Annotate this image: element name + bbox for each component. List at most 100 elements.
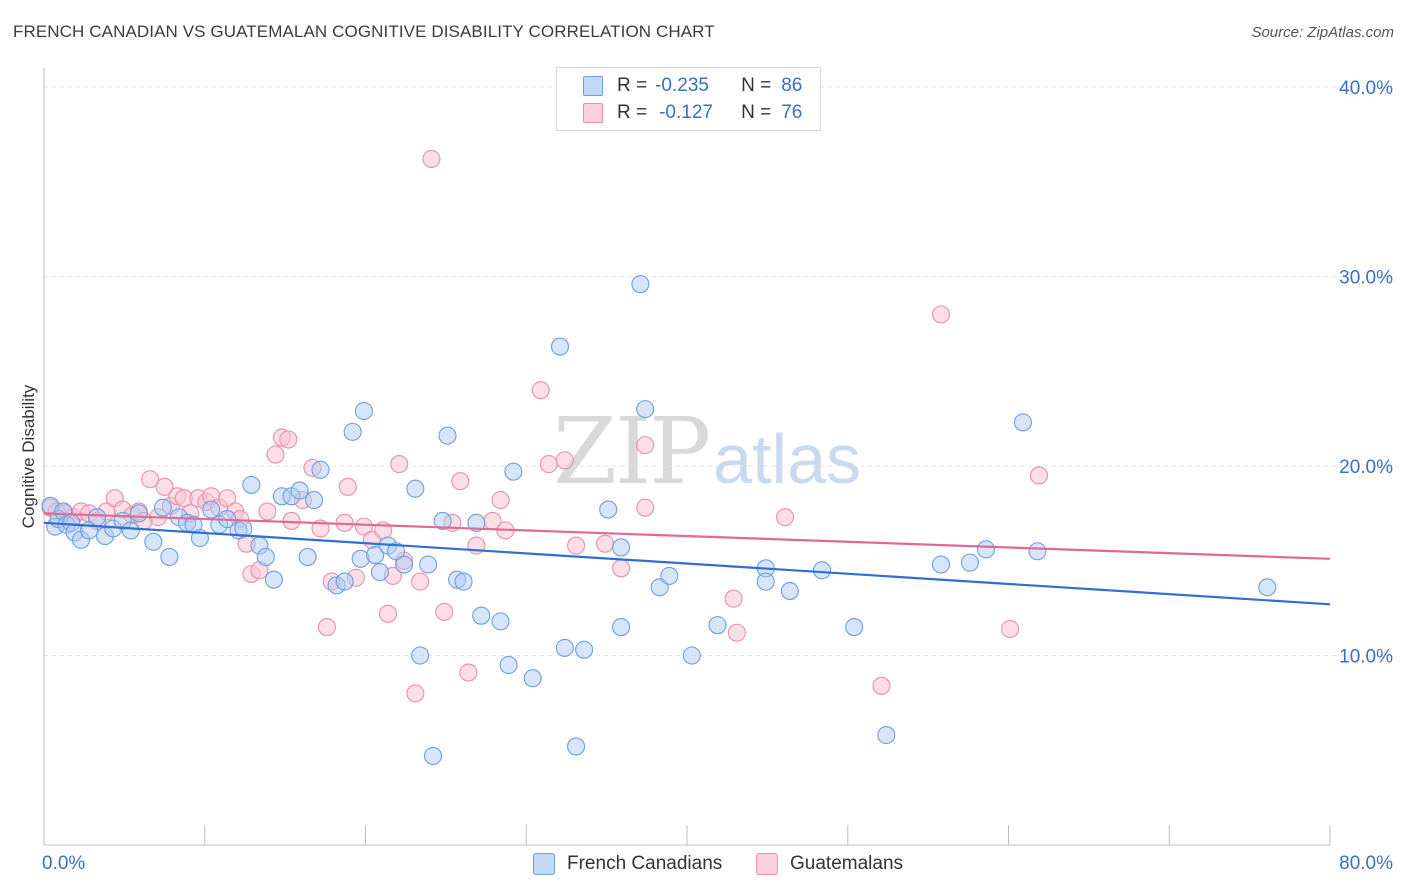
data-point-guatemalans [872,676,891,695]
data-point-french-canadians [354,401,373,421]
y-tick-label: 10.0% [1339,646,1393,667]
data-point-guatemalans [459,663,478,682]
data-point-french-canadians [708,616,727,635]
series-legend: French Canadians Guatemalans [0,850,1406,880]
data-point-guatemalans [317,618,336,637]
data-point-french-canadians [343,422,362,441]
series-guatemalans-points [41,149,1049,703]
data-point-guatemalans [141,470,160,489]
data-point-french-canadians [386,542,406,561]
legend-r-label: R = [617,75,648,96]
chart-title: FRENCH CANADIAN VS GUATEMALAN COGNITIVE … [13,22,715,41]
data-point-guatemalans [435,602,454,621]
data-point-french-canadians [550,337,570,356]
x-tick-label: 80.0% [1339,853,1393,874]
legend-n-value: 86 [781,75,803,96]
data-point-guatemalans [595,534,615,553]
data-point-guatemalans [338,477,357,496]
data-point-french-canadians [567,737,586,756]
data-point-guatemalans [612,559,631,578]
legend-r-label: R = [617,102,648,123]
axes [43,68,1331,846]
data-point-guatemalans [378,604,398,623]
data-point-french-canadians [491,612,510,631]
data-point-french-canadians [845,618,864,637]
data-point-guatemalans [354,517,373,536]
correlation-legend: R = -0.235 N = 86 R = -0.127 N = 76 [556,67,821,131]
data-point-french-canadians [877,726,896,745]
data-point-french-canadians [423,746,443,765]
data-point-french-canadians [756,572,775,591]
data-point-guatemalans [555,451,574,470]
x-tick-label: 0.0% [42,853,85,874]
data-point-french-canadians [960,553,979,572]
data-point-guatemalans [406,684,425,703]
data-point-french-canadians [812,561,832,580]
legend-swatch-pink [756,853,778,875]
data-point-french-canadians [504,462,523,481]
data-point-french-canadians [472,606,491,625]
legend-item-guatemalans[interactable]: Guatemalans [756,853,903,875]
data-point-french-canadians [406,479,425,498]
data-point-french-canadians [454,572,473,591]
data-point-french-canadians [660,566,679,585]
data-point-french-canadians [153,498,173,517]
data-point-french-canadians [256,547,275,566]
data-point-french-canadians [366,545,385,565]
data-point-guatemalans [539,455,558,474]
data-point-french-canadians [1013,413,1033,432]
data-point-guatemalans [636,498,655,517]
data-point-guatemalans [531,381,550,400]
legend-item-french-canadians[interactable]: French Canadians [533,853,722,875]
data-point-french-canadians [305,491,324,510]
data-point-french-canadians [438,426,457,445]
data-point-french-canadians [419,555,438,574]
legend-label: French Canadians [567,853,723,874]
data-point-french-canadians [144,532,163,551]
data-point-guatemalans [218,489,237,508]
data-point-french-canadians [555,638,574,657]
series-french-canadians-points [41,274,1277,765]
data-point-french-canadians [612,538,631,557]
y-tick-label: 20.0% [1339,457,1393,478]
data-point-french-canadians [1258,578,1277,597]
data-point-french-canadians [612,618,631,637]
data-point-french-canadians [636,400,655,419]
data-point-french-canadians [467,513,486,532]
data-point-french-canadians [264,570,283,589]
legend-label: Guatemalans [790,853,904,874]
data-point-french-canadians [298,547,317,566]
data-point-french-canadians [575,640,594,659]
data-point-guatemalans [155,477,174,496]
data-point-french-canadians [523,669,542,688]
data-point-guatemalans [491,491,510,510]
data-point-french-canadians [411,646,430,665]
data-point-french-canadians [976,540,996,559]
data-point-french-canadians [160,547,179,566]
data-point-french-canadians [682,646,701,665]
legend-n-label: N = [741,75,772,96]
legend-swatch-blue [533,853,555,875]
data-point-french-canadians [433,511,452,530]
data-point-french-canadians [370,563,390,582]
data-point-guatemalans [390,455,409,474]
data-point-guatemalans [636,436,655,455]
data-point-french-canadians [599,500,618,519]
data-point-guatemalans [1001,619,1020,639]
data-point-guatemalans [724,589,743,608]
data-point-french-canadians [121,521,140,540]
tick-labels: 10.0% 20.0% 30.0% 40.0% 0.0% 80.0% Cognitive D… [19,78,1393,874]
data-point-guatemalans [931,305,951,324]
legend-n-label: N = [741,102,772,123]
data-point-french-canadians [335,572,354,591]
trend-lines [43,512,1331,606]
trend-line-guatemalans [43,512,1331,560]
legend-swatch-blue [583,76,603,96]
data-point-guatemalans [727,623,746,642]
source-label: Source: ZipAtlas.com [1251,24,1394,41]
legend-r-value: -0.127 [659,102,713,123]
data-point-guatemalans [279,430,298,449]
data-point-guatemalans [258,502,277,521]
data-point-french-canadians [311,460,330,479]
